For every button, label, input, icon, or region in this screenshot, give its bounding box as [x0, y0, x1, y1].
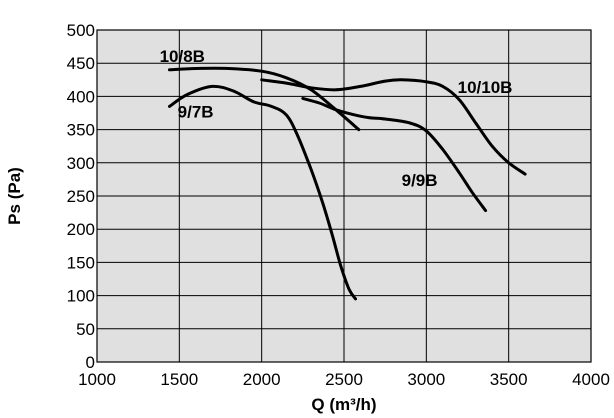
y-tick-label: 150	[67, 253, 95, 272]
y-axis-title: Ps (Pa)	[5, 167, 24, 225]
y-tick-label: 350	[67, 121, 95, 140]
y-tick-label: 0	[86, 353, 95, 372]
y-tick-label: 200	[67, 220, 95, 239]
series-label: 10/8B	[160, 47, 205, 66]
x-tick-label: 1000	[78, 370, 116, 389]
series-label: 10/10B	[458, 78, 513, 97]
y-tick-label: 250	[67, 187, 95, 206]
y-tick-label: 450	[67, 54, 95, 73]
y-tick-label: 50	[76, 320, 95, 339]
x-tick-label: 4000	[572, 370, 610, 389]
series-labels: 10/8B 9/7B 10/10B 9/9B	[160, 47, 513, 190]
y-tick-label: 500	[67, 21, 95, 40]
x-axis-ticks: 1000 1500 2000 2500 3000 3500 4000	[78, 370, 610, 389]
y-tick-label: 300	[67, 154, 95, 173]
series-lines	[168, 66, 527, 301]
y-tick-label: 400	[67, 87, 95, 106]
x-tick-label: 3000	[407, 370, 445, 389]
x-tick-label: 3500	[490, 370, 528, 389]
series-line-9-7b	[168, 84, 357, 301]
plot-frame	[96, 29, 592, 363]
x-tick-label: 2000	[243, 370, 281, 389]
series-line-10-10b	[260, 78, 527, 176]
series-label: 9/9B	[402, 171, 438, 190]
x-tick-label: 2500	[325, 370, 363, 389]
series-label: 9/7B	[178, 103, 214, 122]
series-line-9-9b	[301, 96, 488, 213]
x-axis-title: Q (m³/h)	[311, 395, 376, 414]
y-axis-ticks: 0 50 100 150 200 250 300 350 400 450 500	[67, 21, 95, 372]
y-tick-label: 100	[67, 287, 95, 306]
x-tick-label: 1500	[160, 370, 198, 389]
